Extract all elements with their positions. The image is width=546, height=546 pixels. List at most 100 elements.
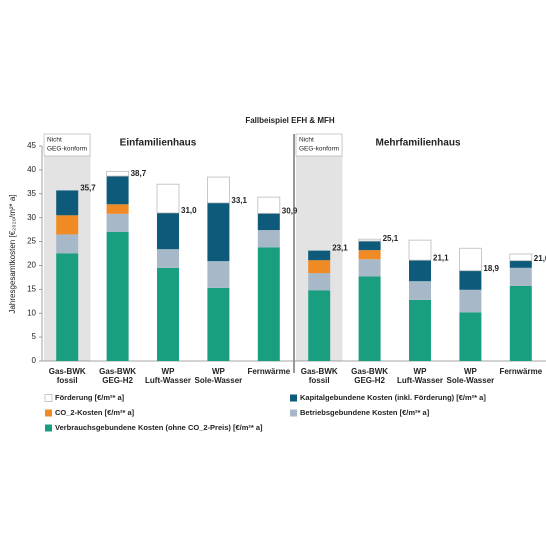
bar-segment <box>358 250 381 260</box>
bar-segment <box>358 259 381 277</box>
bar-segment <box>206 176 230 204</box>
x-tick-label: Gas-BWK <box>99 367 136 376</box>
legend-label: Verbrauchsgebundene Kosten (ohne CO_2-Pr… <box>55 423 263 432</box>
bar-segment <box>106 176 129 205</box>
bar-segment <box>157 267 179 361</box>
total-label: 25,1 <box>383 234 399 243</box>
legend-swatch <box>290 394 297 402</box>
group-label: Mehrfamilienhaus <box>375 138 460 149</box>
bar-segment <box>409 281 431 300</box>
bar-segment <box>358 241 381 251</box>
bar-segment <box>308 250 331 261</box>
bar-segment <box>408 239 432 261</box>
note-text: Nicht <box>299 137 314 144</box>
bar-segment <box>106 204 129 214</box>
legend-label: Kapitalgebundene Kosten (inkl. Förderung… <box>300 393 486 402</box>
x-tick-label: Gas-BWK <box>301 367 338 376</box>
y-axis-label: Jahresgesamtkosten [€₂₀₂₀/m²* a] <box>8 194 17 313</box>
x-tick-label: Sole-Wasser <box>447 376 495 385</box>
group-label: Einfamilienhaus <box>120 138 197 149</box>
x-tick-label: WP <box>464 367 478 376</box>
bar-segment <box>308 260 331 274</box>
y-tick-label: 0 <box>32 356 37 365</box>
bar-segment <box>106 170 129 177</box>
total-label: 30,9 <box>282 206 298 215</box>
bar-segment <box>509 267 532 286</box>
x-tick-label: Gas-BWK <box>351 367 388 376</box>
bar-segment <box>157 212 179 250</box>
note-text: GEG-konform <box>47 146 87 153</box>
y-tick-label: 45 <box>27 141 36 150</box>
y-tick-label: 25 <box>27 237 36 246</box>
bar-segment <box>207 202 230 262</box>
x-tick-label: GEG-H2 <box>102 376 133 385</box>
x-tick-label: Luft-Wasser <box>145 376 191 385</box>
bar-segment <box>308 290 331 361</box>
bar-segment <box>257 247 280 361</box>
total-label: 18,9 <box>483 264 499 273</box>
bar-segment <box>156 183 180 214</box>
y-tick-label: 5 <box>32 332 37 341</box>
bar-segment <box>308 273 331 291</box>
x-tick-label: Luft-Wasser <box>397 376 443 385</box>
bar-segment <box>106 213 129 232</box>
total-label: 33,1 <box>231 196 247 205</box>
note-box <box>43 133 91 157</box>
x-tick-label: fossil <box>309 376 330 385</box>
legend-swatch <box>290 409 297 417</box>
total-label: 21,1 <box>433 253 449 262</box>
bar-segment <box>106 232 129 361</box>
total-label: 31,0 <box>181 206 197 215</box>
note-box <box>295 133 343 157</box>
bar-segment <box>56 190 79 216</box>
x-tick-label: WP <box>414 367 428 376</box>
x-tick-label: WP <box>162 367 176 376</box>
bar-segment <box>56 253 79 361</box>
x-tick-label: Fernwärme <box>247 367 290 376</box>
bar-segment <box>459 312 482 361</box>
bar-segment <box>458 247 482 272</box>
total-label: 38,7 <box>131 169 147 178</box>
note-text: Nicht <box>47 137 62 144</box>
x-tick-label: Fernwärme <box>499 367 542 376</box>
bar-segment <box>509 253 533 262</box>
bar-segment <box>157 249 179 268</box>
bar-segment <box>257 213 280 231</box>
x-tick-label: Gas-BWK <box>49 367 86 376</box>
legend-label: Förderung [€/m²* a] <box>55 393 125 402</box>
y-tick-label: 30 <box>27 213 36 222</box>
bar-segment <box>358 276 381 361</box>
chart-title: Fallbeispiel EFH & MFH <box>245 116 335 125</box>
y-tick-label: 40 <box>27 165 36 174</box>
legend-label: Betriebsgebundene Kosten [€/m²* a] <box>300 408 430 417</box>
note-text: GEG-konform <box>299 146 339 153</box>
x-tick-label: fossil <box>57 376 78 385</box>
bar-segment <box>207 261 230 288</box>
bar-segment <box>257 230 280 248</box>
bar-segment <box>409 299 431 361</box>
bar-segment <box>358 238 382 242</box>
bar-segment <box>207 287 230 361</box>
bar-segment <box>509 285 532 361</box>
y-tick-label: 20 <box>27 261 36 270</box>
x-tick-label: GEG-H2 <box>354 376 385 385</box>
legend-swatch <box>45 424 52 432</box>
y-tick-label: 35 <box>27 189 36 198</box>
legend-swatch <box>44 394 53 402</box>
y-tick-label: 10 <box>27 308 36 317</box>
bar-segment <box>56 234 79 254</box>
bar-segment <box>509 260 532 268</box>
bar-segment <box>56 215 79 235</box>
total-label: 35,7 <box>80 184 96 193</box>
x-tick-label: WP <box>212 367 226 376</box>
bar-segment <box>409 260 431 282</box>
x-tick-label: Sole-Wasser <box>195 376 243 385</box>
legend-swatch <box>45 409 52 417</box>
y-tick-label: 15 <box>27 284 36 293</box>
bar-segment <box>459 289 482 313</box>
total-label: 23,1 <box>332 244 348 253</box>
total-label: 21,0 <box>534 254 546 263</box>
bar-segment <box>257 196 281 214</box>
bar-segment <box>459 270 482 290</box>
